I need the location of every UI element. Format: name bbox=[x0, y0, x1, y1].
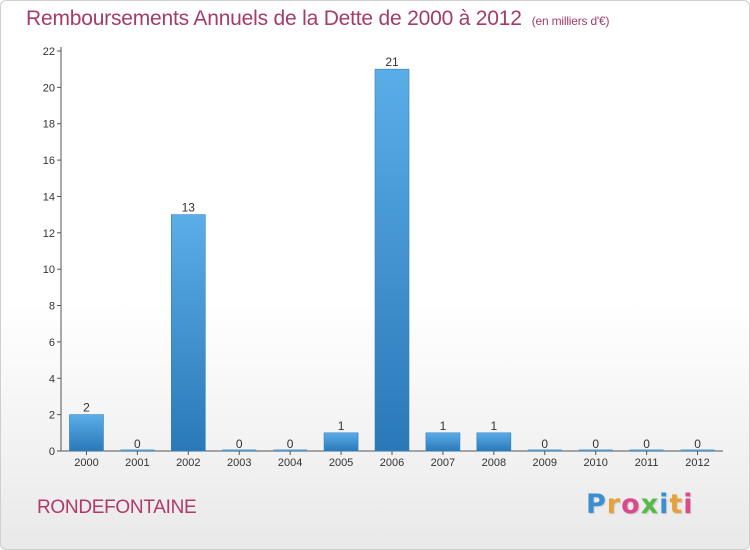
bar bbox=[222, 449, 257, 451]
x-tick-label: 2010 bbox=[583, 457, 607, 469]
value-label: 0 bbox=[134, 437, 141, 451]
title-text: Remboursements Annuels de la Dette de 20… bbox=[26, 7, 522, 30]
value-label: 2 bbox=[83, 401, 90, 415]
y-tick-label: 4 bbox=[49, 373, 55, 385]
x-tick-label: 2006 bbox=[380, 457, 404, 469]
value-label: 0 bbox=[236, 437, 243, 451]
value-label: 13 bbox=[182, 201, 196, 215]
bar bbox=[273, 449, 308, 451]
y-tick-label: 12 bbox=[43, 228, 55, 240]
chart-title: Remboursements Annuels de la Dette de 20… bbox=[26, 7, 609, 31]
value-label: 0 bbox=[541, 437, 548, 451]
y-tick-label: 10 bbox=[43, 264, 55, 276]
value-label: 21 bbox=[385, 55, 399, 69]
y-tick-label: 2 bbox=[49, 410, 55, 422]
bar bbox=[578, 449, 613, 451]
x-tick-label: 2007 bbox=[431, 457, 455, 469]
bar bbox=[680, 449, 715, 451]
value-label: 0 bbox=[694, 437, 701, 451]
x-tick-label: 2008 bbox=[482, 457, 506, 469]
bar bbox=[171, 214, 206, 452]
x-tick-label: 2004 bbox=[278, 457, 302, 469]
y-tick-label: 14 bbox=[43, 191, 55, 203]
value-label: 0 bbox=[287, 437, 294, 451]
y-tick-label: 6 bbox=[49, 337, 55, 349]
value-label: 1 bbox=[338, 419, 345, 433]
y-tick-label: 22 bbox=[43, 46, 55, 58]
place-name: RONDEFONTAINE bbox=[37, 497, 197, 518]
y-tick-label: 18 bbox=[43, 119, 55, 131]
bar bbox=[527, 449, 562, 451]
bar bbox=[69, 414, 104, 452]
bar bbox=[425, 432, 461, 452]
y-tick-label: 20 bbox=[43, 82, 55, 94]
y-tick-label: 0 bbox=[49, 446, 55, 458]
bars bbox=[69, 68, 715, 452]
x-tick-label: 2003 bbox=[227, 457, 251, 469]
x-tick-label: 2009 bbox=[533, 457, 557, 469]
unit-label: (en milliers d'€) bbox=[531, 14, 610, 28]
value-label: 1 bbox=[440, 419, 447, 433]
x-tick-label: 2001 bbox=[125, 457, 149, 469]
bar bbox=[476, 432, 512, 452]
x-tick-label: 2000 bbox=[74, 457, 98, 469]
bar bbox=[629, 449, 664, 451]
bar bbox=[120, 449, 155, 451]
x-tick-label: 2005 bbox=[329, 457, 353, 469]
data-labels: 2 0 13 0 0 1 21 1 1 0 0 0 0 bbox=[83, 55, 701, 451]
value-label: 0 bbox=[643, 437, 650, 451]
y-tick-label: 16 bbox=[43, 155, 55, 167]
value-label: 1 bbox=[491, 419, 498, 433]
value-label: 0 bbox=[592, 437, 599, 451]
x-tick-label: 2002 bbox=[176, 457, 200, 469]
x-tick-label: 2012 bbox=[685, 457, 709, 469]
bar bbox=[374, 68, 410, 452]
y-tick-label: 8 bbox=[49, 301, 55, 313]
x-tick-label: 2011 bbox=[635, 457, 659, 469]
proxiti-logo: Proxiti bbox=[586, 489, 694, 520]
bar bbox=[323, 432, 359, 452]
